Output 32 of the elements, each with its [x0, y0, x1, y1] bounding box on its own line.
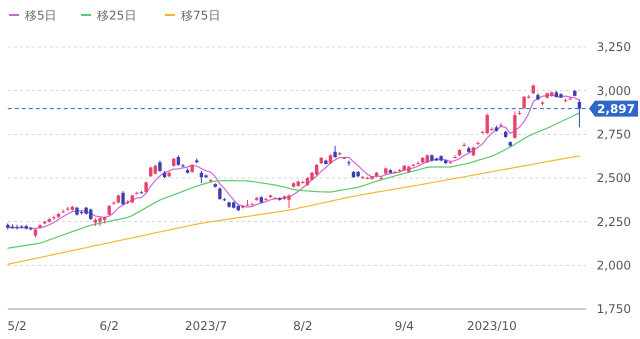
y-tick-label: 2,250 [596, 214, 631, 229]
candlestick [472, 146, 476, 157]
x-tick-label: 9/4 [394, 319, 414, 333]
legend-label: 移25日 [97, 8, 136, 22]
candlestick [218, 187, 222, 200]
legend-label: 移5日 [25, 8, 57, 22]
candlestick [513, 111, 517, 140]
x-tick-label: 8/2 [293, 319, 312, 333]
candlestick [200, 170, 204, 184]
candlestick [578, 98, 582, 128]
candlestick [333, 146, 337, 158]
candlestick [108, 204, 111, 216]
y-tick-label: 2,500 [596, 171, 631, 186]
y-tick-label: 2,000 [596, 258, 631, 273]
candlestick [314, 164, 318, 176]
y-tick-label: 3,000 [596, 84, 631, 98]
candlestick [532, 84, 536, 95]
line-series [7, 112, 580, 249]
y-tick-label: 1,750 [596, 302, 631, 316]
candlestick [158, 160, 162, 172]
candlestick [144, 180, 148, 194]
x-tick-label: 5/2 [7, 319, 27, 333]
y-tick-label: 2,750 [596, 128, 631, 142]
candlestick [176, 154, 180, 166]
x-tick-label: 2023/7 [184, 319, 228, 333]
line-series [7, 94, 580, 229]
legend-label: 移75日 [181, 8, 220, 22]
x-tick-label: 2023/10 [466, 319, 517, 333]
line-series [7, 155, 580, 265]
ref-line-label: 2,897 [597, 102, 635, 116]
y-tick-label: 3,250 [596, 40, 631, 54]
x-tick-label: 6/2 [100, 319, 119, 333]
